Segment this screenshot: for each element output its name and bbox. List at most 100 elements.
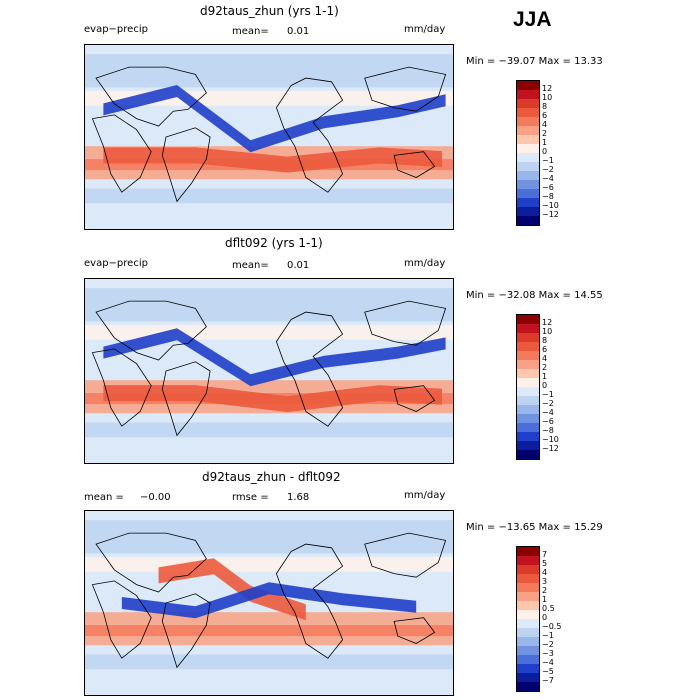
map-field: [85, 45, 453, 229]
panel-3-mean-label: mean =: [84, 492, 124, 503]
field-band: [85, 520, 453, 554]
colorbar-segment: [517, 396, 539, 405]
colorbar-segment: [517, 556, 539, 565]
panel-1-minmax: Min = −39.07 Max = 13.33: [466, 56, 603, 67]
colorbar-tick-label: 8: [542, 336, 548, 345]
colorbar-tick-label: −10: [542, 435, 559, 444]
negative-field-band: [121, 582, 417, 619]
panel-3-rmse-label: rmse =: [232, 492, 269, 503]
colorbar-segment: [517, 405, 539, 414]
colorbar-tick-label: 5: [542, 559, 548, 568]
panel-2-units: mm/day: [404, 258, 446, 269]
colorbar-segment: [517, 324, 539, 333]
colorbar-tick-label: −2: [542, 165, 554, 174]
panel-3-map: [84, 510, 454, 696]
panel-1-title: d92taus_zhun (yrs 1-1): [200, 4, 339, 18]
panel-1-map: [84, 44, 454, 230]
colorbar-tick-label: −4: [542, 408, 554, 417]
continent-outline: [275, 311, 344, 427]
colorbar-tick-label: −4: [542, 658, 554, 667]
colorbar-tick-label: −0.5: [542, 622, 562, 631]
colorbar-segment: [517, 610, 539, 619]
field-band: [85, 288, 453, 322]
panel-1-mean-value: 0.01: [287, 26, 310, 37]
panel-3-rmse-value: 1.68: [287, 492, 310, 503]
continent-outline: [95, 66, 207, 127]
colorbar-segment: [517, 664, 539, 673]
colorbar-segment: [517, 547, 539, 556]
panel-3-mean-value: −0.00: [140, 492, 171, 503]
colorbar-tick-label: 4: [542, 354, 548, 363]
field-band: [85, 440, 453, 463]
colorbar-segment: [517, 423, 539, 432]
panel-2-mean-label: mean=: [232, 260, 269, 271]
colorbar-tick-label: 4: [542, 120, 548, 129]
colorbar-segment: [517, 126, 539, 135]
colorbar-segment: [517, 189, 539, 198]
panel-1-colorbar: [516, 80, 540, 226]
colorbar-tick-label: −1: [542, 631, 554, 640]
colorbar-tick-label: −12: [542, 444, 559, 453]
positive-field-band: [103, 147, 443, 173]
colorbar-tick-label: 2: [542, 129, 548, 138]
colorbar-segment: [517, 378, 539, 387]
negative-field-band: [103, 85, 446, 153]
colorbar-tick-label: 7: [542, 550, 548, 559]
colorbar-tick-label: 10: [542, 93, 553, 102]
panel-2-title: dflt092 (yrs 1-1): [225, 236, 323, 250]
field-band: [85, 54, 453, 88]
continent-outline: [91, 348, 152, 427]
continent-outline: [364, 66, 447, 112]
colorbar-tick-label: −6: [542, 183, 554, 192]
colorbar-tick-label: −4: [542, 174, 554, 183]
continent-outline: [161, 127, 211, 203]
colorbar-segment: [517, 351, 539, 360]
panel-2-variable: evap−precip: [84, 258, 148, 269]
colorbar-tick-label: 0: [542, 381, 548, 390]
colorbar-segment: [517, 360, 539, 369]
continent-outline: [95, 532, 207, 593]
colorbar-segment: [517, 601, 539, 610]
continent-outline: [91, 580, 152, 659]
colorbar-segment: [517, 646, 539, 655]
colorbar-segment: [517, 315, 539, 324]
panel-3-minmax: Min = −13.65 Max = 15.29: [466, 522, 603, 533]
colorbar-tick-label: −8: [542, 426, 554, 435]
continent-outline: [161, 593, 211, 669]
colorbar-segment: [517, 565, 539, 574]
continent-outline: [393, 385, 436, 412]
panel-1-mean-label: mean=: [232, 26, 269, 37]
panel-3-units: mm/day: [404, 490, 446, 501]
continent-outline: [275, 543, 344, 659]
colorbar-segment: [517, 682, 539, 691]
continent-outline: [393, 151, 436, 178]
continent-outline: [393, 617, 436, 644]
colorbar-tick-label: −2: [542, 640, 554, 649]
colorbar-tick-label: 8: [542, 102, 548, 111]
colorbar-segment: [517, 144, 539, 153]
colorbar-segment: [517, 90, 539, 99]
colorbar-tick-label: −6: [542, 417, 554, 426]
continent-outline: [364, 300, 447, 346]
colorbar-segment: [517, 592, 539, 601]
continent-outline: [364, 532, 447, 578]
colorbar-tick-label: −8: [542, 192, 554, 201]
colorbar-tick-label: 1: [542, 595, 548, 604]
colorbar-segment: [517, 369, 539, 378]
panel-2-colorbar: [516, 314, 540, 460]
colorbar-segment: [517, 171, 539, 180]
colorbar-segment: [517, 153, 539, 162]
colorbar-segment: [517, 135, 539, 144]
colorbar-tick-label: 12: [542, 84, 553, 93]
colorbar-segment: [517, 198, 539, 207]
colorbar-tick-label: 1: [542, 138, 548, 147]
panel-2-mean-value: 0.01: [287, 260, 310, 271]
colorbar-segment: [517, 333, 539, 342]
field-band: [85, 654, 453, 670]
colorbar-tick-label: −1: [542, 390, 554, 399]
positive-field-band: [103, 385, 443, 413]
colorbar-tick-label: 2: [542, 586, 548, 595]
panel-1-variable: evap−precip: [84, 24, 148, 35]
colorbar-tick-label: −10: [542, 201, 559, 210]
continent-outline: [161, 361, 211, 437]
